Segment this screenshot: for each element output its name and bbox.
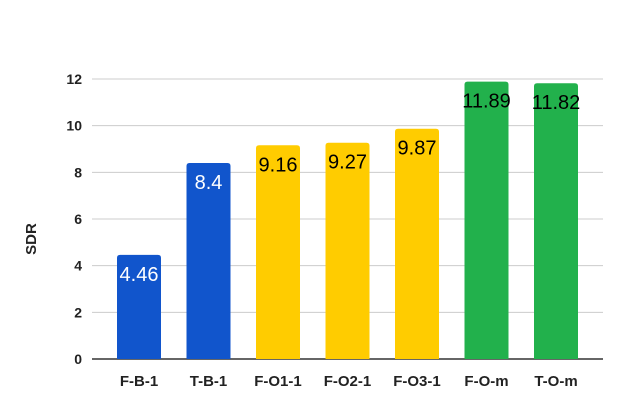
data-labels: 4.46 8.4 9.16 9.27 9.87 11.89 11.82 — [120, 91, 581, 286]
y-tick-label-12: 12 — [66, 71, 82, 87]
data-label-F-O2-1: 9.27 — [328, 152, 367, 174]
y-tick-label-2: 2 — [74, 304, 82, 320]
y-tick-label-0: 0 — [74, 351, 82, 367]
x-category-label-F-O-m: F-O-m — [464, 373, 508, 390]
data-label-T-O-m: 11.82 — [532, 92, 581, 114]
y-axis-ticks: 0 2 4 6 8 10 12 — [66, 71, 82, 367]
x-category-label-T-O-m: T-O-m — [534, 373, 577, 390]
y-axis-title: SDR — [23, 223, 40, 255]
bars — [117, 81, 578, 360]
data-label-F-O3-1: 9.87 — [398, 138, 437, 160]
bar-F-O-m — [464, 81, 509, 360]
x-category-label-F-O2-1: F-O2-1 — [324, 373, 372, 390]
data-label-F-O-m: 11.89 — [462, 91, 511, 113]
bar-F-O3-1 — [395, 128, 439, 359]
y-tick-label-10: 10 — [66, 118, 82, 134]
y-tick-label-8: 8 — [74, 164, 82, 180]
y-tick-label-6: 6 — [74, 211, 82, 227]
x-category-label-T-B-1: T-B-1 — [190, 373, 228, 390]
x-axis-categories: F-B-1 T-B-1 F-O1-1 F-O2-1 F-O3-1 F-O-m T-O-m — [120, 373, 578, 390]
data-label-F-O1-1: 9.16 — [259, 154, 298, 176]
bar-F-O1-1 — [256, 145, 300, 359]
bar-F-B-1 — [117, 254, 161, 359]
y-tick-label-4: 4 — [74, 258, 82, 274]
bar-T-B-1 — [186, 163, 231, 359]
data-label-F-B-1: 4.46 — [120, 264, 159, 286]
bar-F-O2-1 — [325, 142, 370, 359]
x-category-label-F-B-1: F-B-1 — [120, 373, 158, 390]
bar-T-O-m — [534, 83, 578, 359]
data-label-T-B-1: 8.4 — [195, 172, 223, 194]
x-category-label-F-O3-1: F-O3-1 — [393, 373, 441, 390]
x-category-label-F-O1-1: F-O1-1 — [254, 373, 302, 390]
